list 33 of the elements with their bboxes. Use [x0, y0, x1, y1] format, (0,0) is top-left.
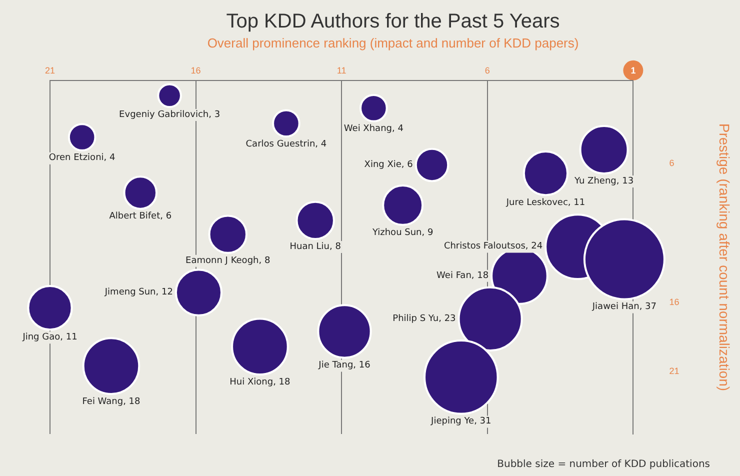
data-label: Hui Xiong, 18	[230, 377, 291, 388]
data-label: Huan Liu, 8	[290, 242, 342, 252]
data-label: Yizhou Sun, 9	[371, 228, 434, 238]
data-label: Jimeng Sun, 12	[104, 287, 173, 298]
data-label: Jure Leskovec, 11	[505, 198, 586, 208]
y-tick-label: 16	[669, 296, 680, 307]
data-label: Albert Bifet, 6	[109, 212, 172, 222]
data-label: Philip S Yu, 23	[392, 314, 456, 324]
y-axis-title: Prestige (ranking after count normalization)	[716, 123, 733, 392]
data-label: Wei Fan, 18	[436, 270, 489, 281]
y-tick-label: 21	[669, 366, 680, 376]
data-label: Oren Etzioni, 4	[48, 153, 116, 164]
chart-title: Top KDD Authors for the Past 5 Years	[226, 10, 560, 33]
x-tick-label: 21	[44, 65, 56, 76]
data-label: Fei Wang, 18	[82, 396, 141, 407]
data-label: Eamonn J Keogh, 8	[186, 256, 270, 266]
data-label: Xing Xie, 6	[364, 160, 414, 170]
data-label: Carlos Guestrin, 4	[246, 139, 327, 150]
x-tick-label: 16	[190, 65, 201, 76]
x-tick-label: 6	[484, 65, 490, 76]
data-label: Evgeniy Gabrilovich, 3	[119, 110, 220, 120]
data-label: Jieping Ye, 31	[430, 416, 492, 427]
data-label: Christos Faloutsos, 24	[444, 242, 543, 252]
x-tick-label: 11	[336, 65, 346, 76]
chart-subtitle: Overall prominence ranking (impact and number of KDD papers)	[207, 35, 579, 50]
data-label: Yu Zheng, 13	[574, 176, 634, 186]
data-label: Jiawei Han, 37	[591, 302, 656, 312]
x-tick-label: 1	[630, 65, 636, 76]
y-tick-label: 6	[669, 158, 674, 168]
text: Bubble size = number of KDD publications	[497, 459, 710, 470]
data-label: Wei Xhang, 4	[344, 124, 404, 134]
data-label: Jie Tang, 16	[318, 360, 371, 371]
data-label: Jing Gao, 11	[22, 332, 78, 342]
